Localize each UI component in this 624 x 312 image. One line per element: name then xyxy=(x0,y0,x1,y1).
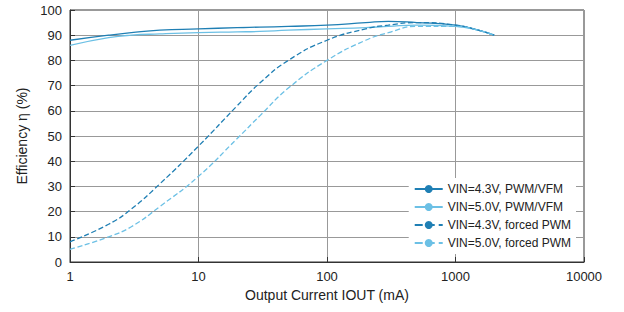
svg-text:VIN=5.0V, forced PWM: VIN=5.0V, forced PWM xyxy=(448,236,571,250)
svg-text:0: 0 xyxy=(55,255,62,270)
svg-text:60: 60 xyxy=(48,103,62,118)
svg-text:Output Current IOUT (mA): Output Current IOUT (mA) xyxy=(245,287,409,303)
svg-text:VIN=4.3V, PWM/VFM: VIN=4.3V, PWM/VFM xyxy=(448,182,563,196)
svg-text:VIN=4.3V, forced PWM: VIN=4.3V, forced PWM xyxy=(448,218,571,232)
svg-text:10: 10 xyxy=(48,229,62,244)
svg-text:30: 30 xyxy=(48,179,62,194)
svg-text:Efficiency η (%): Efficiency η (%) xyxy=(14,88,30,185)
svg-text:10000: 10000 xyxy=(566,269,602,284)
svg-text:10: 10 xyxy=(191,269,205,284)
svg-text:50: 50 xyxy=(48,129,62,144)
svg-text:1: 1 xyxy=(66,269,73,284)
svg-text:1000: 1000 xyxy=(441,269,470,284)
svg-text:80: 80 xyxy=(48,53,62,68)
svg-text:40: 40 xyxy=(48,154,62,169)
svg-text:90: 90 xyxy=(48,28,62,43)
svg-text:VIN=5.0V, PWM/VFM: VIN=5.0V, PWM/VFM xyxy=(448,200,563,214)
svg-text:70: 70 xyxy=(48,78,62,93)
svg-text:20: 20 xyxy=(48,204,62,219)
svg-text:100: 100 xyxy=(316,269,338,284)
svg-text:100: 100 xyxy=(40,3,62,18)
